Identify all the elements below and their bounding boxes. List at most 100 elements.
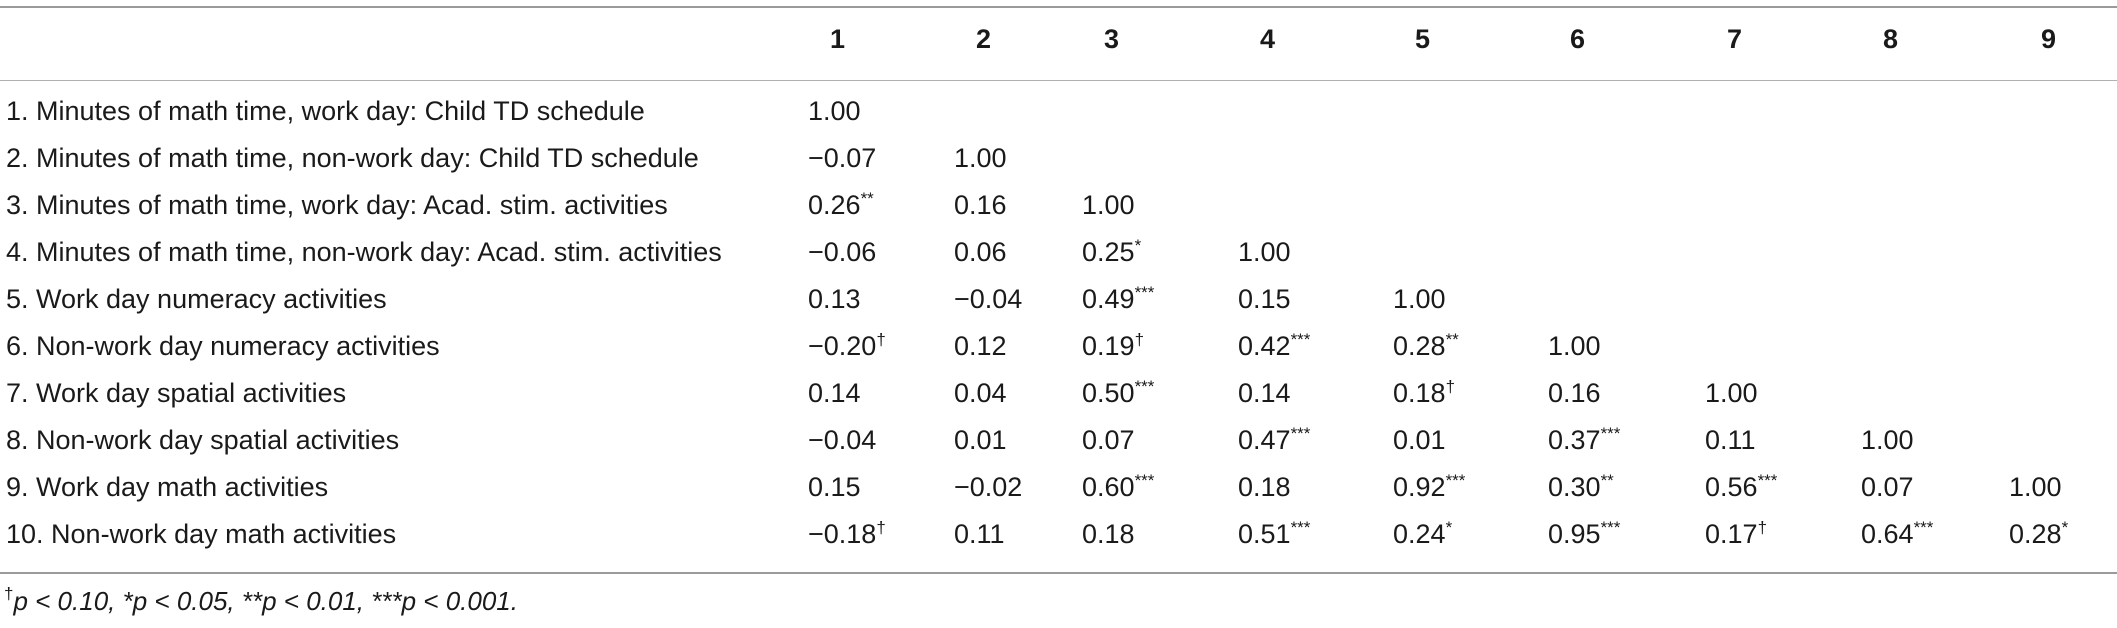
correlation-cell: 0.16: [954, 182, 1007, 229]
row-label: 1. Minutes of math time, work day: Child…: [6, 96, 645, 126]
correlation-value: 0.17: [1705, 519, 1758, 549]
correlation-value: 0.16: [954, 190, 1007, 220]
significance-mark: ***: [1290, 424, 1311, 443]
row-label: 8. Non-work day spatial activities: [6, 425, 400, 455]
correlation-cell: 0.28**: [1393, 323, 1459, 370]
correlation-value: 0.51: [1238, 519, 1291, 549]
row-label: 6. Non-work day numeracy activities: [6, 331, 440, 361]
correlation-value: 0.18: [1082, 519, 1135, 549]
correlation-value: 0.07: [1861, 472, 1914, 502]
correlation-cell: −0.02: [954, 464, 1022, 511]
footnote-text: p < 0.10, *p < 0.05, **p < 0.01, ***p < …: [13, 586, 518, 616]
correlation-cell: 0.25*: [1082, 229, 1141, 276]
correlation-cell: 0.24*: [1393, 511, 1452, 558]
significance-mark: **: [1600, 471, 1614, 490]
correlation-cell: −0.04: [954, 276, 1022, 323]
column-header-6: 6: [1570, 24, 1586, 54]
table-header-rule: [0, 80, 2117, 81]
correlation-cell: −0.07: [808, 135, 876, 182]
correlation-cell: 0.26**: [808, 182, 874, 229]
correlation-cell: 0.49***: [1082, 276, 1154, 323]
correlation-cell: 0.11: [1705, 417, 1756, 464]
row-label: 4. Minutes of math time, non-work day: A…: [6, 237, 722, 267]
correlation-cell: 0.28*: [2009, 511, 2068, 558]
row-label: 9. Work day math activities: [6, 472, 329, 502]
correlation-value: 0.11: [954, 519, 1005, 549]
correlation-value: 0.11: [1705, 425, 1756, 455]
correlation-value: −0.04: [808, 425, 877, 455]
correlation-value: −0.18: [808, 519, 877, 549]
significance-mark: ***: [1134, 471, 1155, 490]
correlation-value: 1.00: [1861, 425, 1914, 455]
correlation-value: 0.15: [808, 472, 861, 502]
correlation-value: 0.95: [1548, 519, 1601, 549]
correlation-value: 0.25: [1082, 237, 1135, 267]
correlation-value: 0.14: [1238, 378, 1291, 408]
row-label: 7. Work day spatial activities: [6, 378, 347, 408]
table-row: 4. Minutes of math time, non-work day: A…: [0, 229, 2117, 276]
correlation-value: −0.04: [954, 284, 1023, 314]
table-row: 1. Minutes of math time, work day: Child…: [0, 88, 2117, 135]
column-header-1: 1: [830, 24, 846, 54]
table-row: 10. Non-work day math activities −0.18† 0.…: [0, 511, 2117, 558]
correlation-cell: 0.15: [1238, 276, 1291, 323]
correlation-cell: 1.00: [1705, 370, 1758, 417]
correlation-cell: 0.07: [1861, 464, 1914, 511]
correlation-cell: 0.47***: [1238, 417, 1310, 464]
correlation-cell: 0.12: [954, 323, 1007, 370]
correlation-cell: 0.04: [954, 370, 1007, 417]
significance-mark: ***: [1600, 518, 1621, 537]
correlation-value: −0.07: [808, 143, 877, 173]
significance-mark: †: [876, 330, 886, 349]
correlation-value: −0.06: [808, 237, 877, 267]
correlation-value: 0.28: [2009, 519, 2062, 549]
correlation-value: 0.01: [1393, 425, 1446, 455]
correlation-value: 1.00: [1548, 331, 1601, 361]
significance-mark: ***: [1134, 377, 1155, 396]
significance-mark: †: [876, 518, 886, 537]
correlation-value: 0.19: [1082, 331, 1135, 361]
correlation-value: 0.26: [808, 190, 861, 220]
correlation-value: 0.04: [954, 378, 1007, 408]
correlation-cell: −0.04: [808, 417, 876, 464]
correlation-value: 0.13: [808, 284, 861, 314]
correlation-value: 0.07: [1082, 425, 1135, 455]
correlation-cell: 0.56***: [1705, 464, 1777, 511]
table-row: 6. Non-work day numeracy activities −0.20…: [0, 323, 2117, 370]
significance-mark: †: [1757, 518, 1768, 537]
column-header-7: 7: [1727, 24, 1743, 54]
correlation-cell: 1.00: [1238, 229, 1291, 276]
correlation-value: 0.28: [1393, 331, 1446, 361]
significance-mark: †: [1445, 377, 1456, 396]
significance-mark: **: [860, 189, 874, 208]
correlation-cell: 1.00: [808, 88, 861, 135]
correlation-cell: 1.00: [1082, 182, 1135, 229]
table-row: 7. Work day spatial activities 0.14 0.04 0.…: [0, 370, 2117, 417]
correlation-value: 0.47: [1238, 425, 1291, 455]
footnote-dagger: †: [4, 584, 14, 603]
correlation-value: 0.06: [954, 237, 1007, 267]
significance-mark: **: [1445, 330, 1459, 349]
table-bottom-rule: [0, 572, 2117, 574]
correlation-value: −0.02: [954, 472, 1023, 502]
table-row: 2. Minutes of math time, non-work day: C…: [0, 135, 2117, 182]
row-label: 10. Non-work day math activities: [6, 519, 397, 549]
correlation-cell: 1.00: [954, 135, 1007, 182]
row-label: 3. Minutes of math time, work day: Acad.…: [6, 190, 668, 220]
correlation-cell: 0.51***: [1238, 511, 1310, 558]
correlation-value: 1.00: [808, 96, 861, 126]
table-footnote: †p < 0.10, *p < 0.05, **p < 0.01, ***p <…: [4, 584, 518, 617]
correlation-value: 0.37: [1548, 425, 1601, 455]
table-row: 9. Work day math activities 0.15 −0.02 0.60…: [0, 464, 2117, 511]
correlation-cell: 0.07: [1082, 417, 1135, 464]
correlation-value: 0.12: [954, 331, 1007, 361]
correlation-cell: 0.06: [954, 229, 1007, 276]
correlation-cell: 0.16: [1548, 370, 1601, 417]
correlation-value: 0.16: [1548, 378, 1601, 408]
column-header-9: 9: [2041, 24, 2057, 54]
correlation-value: 0.60: [1082, 472, 1135, 502]
column-header-5: 5: [1415, 24, 1431, 54]
correlation-cell: 0.19†: [1082, 323, 1144, 370]
correlation-cell: 0.60***: [1082, 464, 1154, 511]
correlation-cell: 1.00: [1861, 417, 1914, 464]
